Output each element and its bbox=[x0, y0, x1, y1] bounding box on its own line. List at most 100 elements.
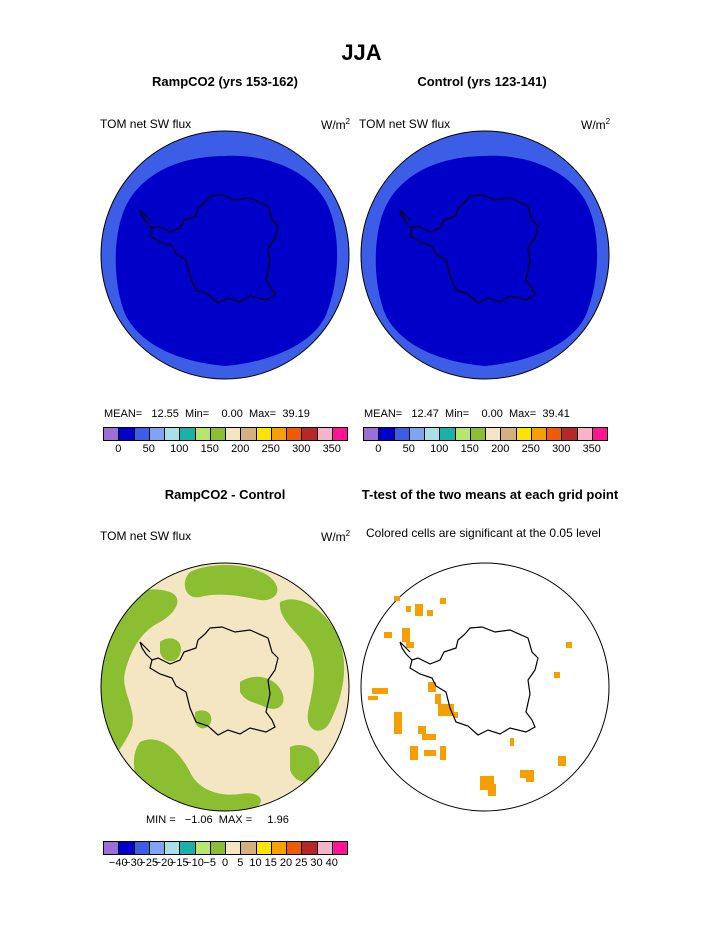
colorbar-tick-label: 20 bbox=[279, 857, 293, 869]
colorbar-swatch bbox=[133, 427, 150, 441]
antarctica-coastline bbox=[149, 194, 279, 304]
colorbar-swatch bbox=[194, 427, 211, 441]
colorbar-tick-label: 100 bbox=[430, 443, 449, 455]
colorbar-swatch bbox=[148, 427, 165, 441]
colorbar-swatch bbox=[408, 427, 425, 441]
significance-note: Colored cells are significant at the 0.0… bbox=[366, 526, 601, 540]
units-label: W/m2 bbox=[321, 117, 351, 132]
units-label: W/m2 bbox=[581, 117, 611, 132]
colorbar-swatch bbox=[530, 427, 547, 441]
colorbar-swatch bbox=[316, 427, 333, 441]
colorbar-tick-label: 5 bbox=[237, 857, 244, 869]
colorbar-tick-label: 300 bbox=[292, 443, 311, 455]
colorbar-swatch bbox=[301, 841, 318, 855]
colorbar-swatch bbox=[103, 427, 120, 441]
stats-line: MEAN= 12.55 Min= 0.00 Max= 39.19 bbox=[104, 408, 310, 420]
colorbar-tick-label: 350 bbox=[322, 443, 341, 455]
colorbar-ticks: −40 −30 −25 −20 −15 −10 −5 0 5 10 15 20 25 30 40 bbox=[103, 857, 347, 871]
colorbar-swatch bbox=[469, 427, 486, 441]
antarctica-coastline bbox=[149, 626, 279, 736]
colorbar-swatch bbox=[240, 427, 257, 441]
colorbar-tick-label: 30 bbox=[310, 857, 323, 869]
colorbar-swatch bbox=[240, 841, 257, 855]
panel-title-ttest: T-test of the two means at each grid poi… bbox=[361, 487, 619, 502]
antarctic-peninsula bbox=[399, 209, 413, 229]
colorbar-swatch bbox=[164, 427, 181, 441]
colorbar-swatch bbox=[255, 427, 272, 441]
positive-difference-regions bbox=[101, 565, 345, 811]
colorbar-swatch bbox=[591, 427, 608, 441]
colorbar-swatch bbox=[546, 427, 563, 441]
colorbar-tick-label: 0 bbox=[115, 443, 122, 455]
units-label: W/m2 bbox=[321, 529, 351, 544]
colorbar-tick-label: 250 bbox=[521, 443, 540, 455]
antarctica-coastline bbox=[409, 194, 539, 304]
colorbar-tick-label: 250 bbox=[261, 443, 280, 455]
figure-title: JJA bbox=[341, 40, 382, 65]
colorbar-abs bbox=[103, 427, 348, 441]
colorbar-swatch bbox=[255, 841, 272, 855]
colorbar-swatch bbox=[194, 841, 211, 855]
colorbar-tick-label: 0 bbox=[375, 443, 382, 455]
map-rampco2 bbox=[100, 130, 350, 380]
colorbar-tick-label: 350 bbox=[582, 443, 601, 455]
colorbar-swatch bbox=[301, 427, 318, 441]
colorbar-tick-label: 300 bbox=[552, 443, 571, 455]
colorbar-swatch bbox=[133, 841, 150, 855]
colorbar-tick-label: 0 bbox=[221, 857, 229, 869]
colorbar-swatch bbox=[118, 841, 135, 855]
field-inner-region bbox=[115, 155, 338, 366]
colorbar-abs bbox=[363, 427, 608, 441]
panel-title-difference: RampCO2 - Control bbox=[164, 487, 286, 502]
colorbar-ticks: 0 50 100 150 200 250 300 350 bbox=[103, 443, 347, 457]
colorbar-swatch bbox=[454, 427, 471, 441]
colorbar-tick-label: −5 bbox=[203, 857, 217, 869]
colorbar-swatch bbox=[439, 427, 456, 441]
colorbar-tick-label: 100 bbox=[170, 443, 189, 455]
colorbar-ticks: 0 50 100 150 200 250 300 350 bbox=[363, 443, 607, 457]
colorbar-swatch bbox=[164, 841, 181, 855]
colorbar-swatch bbox=[209, 427, 226, 441]
antarctic-peninsula bbox=[139, 209, 153, 229]
colorbar-swatch bbox=[378, 427, 395, 441]
colorbar-swatch bbox=[225, 841, 242, 855]
colorbar-swatch bbox=[424, 427, 441, 441]
stats-line: MEAN= 12.47 Min= 0.00 Max= 39.41 bbox=[364, 408, 570, 420]
colorbar-tick-label: −20 bbox=[154, 857, 174, 869]
colorbar-swatch bbox=[485, 427, 502, 441]
colorbar-swatch bbox=[393, 427, 410, 441]
colorbar-tick-label: −10 bbox=[185, 857, 204, 869]
colorbar-swatch bbox=[103, 841, 120, 855]
stats-line: MIN = −1.06 MAX = 1.96 bbox=[146, 814, 289, 826]
colorbar-tick-label: 15 bbox=[264, 857, 277, 869]
colorbar-tick-label: 50 bbox=[402, 443, 415, 455]
colorbar-tick-label: 200 bbox=[491, 443, 510, 455]
panel-title-control: Control (yrs 123-141) bbox=[417, 74, 547, 89]
colorbar-tick-label: −30 bbox=[124, 857, 143, 869]
map-control bbox=[360, 130, 610, 380]
colorbar-tick-label: 25 bbox=[295, 857, 308, 869]
colorbar-swatch bbox=[331, 427, 348, 441]
colorbar-tick-label: 50 bbox=[142, 443, 155, 455]
colorbar-swatch bbox=[515, 427, 532, 441]
colorbar-swatch bbox=[179, 841, 196, 855]
colorbar-tick-label: 150 bbox=[460, 443, 479, 455]
map-ttest bbox=[360, 562, 610, 812]
colorbar-tick-label: 40 bbox=[325, 857, 338, 869]
colorbar-swatch bbox=[286, 427, 303, 441]
field-label: TOM net SW flux bbox=[100, 117, 192, 131]
colorbar-swatch bbox=[118, 427, 135, 441]
colorbar-swatch bbox=[316, 841, 333, 855]
colorbar-tick-label: −25 bbox=[139, 857, 159, 869]
colorbar-swatch bbox=[561, 427, 578, 441]
field-label: TOM net SW flux bbox=[359, 117, 451, 131]
colorbar-tick-label: −40 bbox=[108, 857, 128, 869]
colorbar-tick-label: 150 bbox=[200, 443, 219, 455]
colorbar-swatch bbox=[363, 427, 380, 441]
panel-title-rampco2: RampCO2 (yrs 153-162) bbox=[152, 74, 298, 89]
colorbar-swatch bbox=[270, 841, 287, 855]
colorbar-swatch bbox=[270, 427, 287, 441]
colorbar-swatch bbox=[179, 427, 196, 441]
colorbar-swatch bbox=[286, 841, 303, 855]
colorbar-swatch bbox=[500, 427, 517, 441]
